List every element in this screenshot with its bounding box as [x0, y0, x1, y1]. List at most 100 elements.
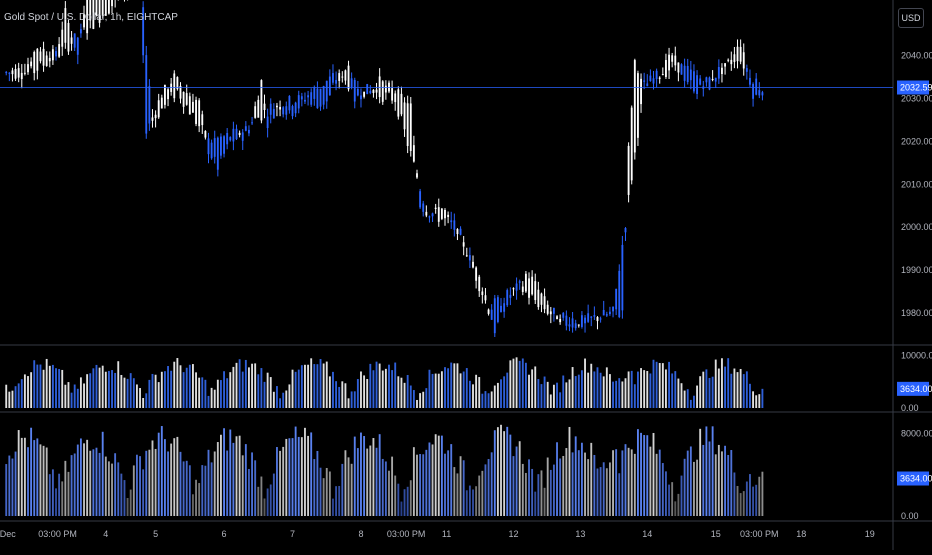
volume-bar: [151, 373, 154, 408]
volume-gradient-bar: [83, 443, 85, 516]
volume-bar: [139, 388, 141, 408]
volume-bar: [596, 367, 599, 408]
candle-body: [338, 73, 341, 81]
candle-body: [55, 51, 57, 57]
volume-bar: [503, 376, 506, 408]
candle-body: [559, 318, 562, 323]
volume-bar: [366, 379, 369, 408]
volume-bar: [14, 386, 17, 408]
volume-gradient-bar: [328, 471, 331, 516]
time-tick-label: 12: [508, 529, 518, 539]
candle-body: [646, 83, 649, 87]
volume-bar: [220, 380, 222, 408]
volume-gradient-bar: [683, 458, 686, 516]
volume-bar: [724, 366, 727, 408]
candles-layer: [5, 0, 764, 337]
volume-gradient-bar: [173, 438, 176, 516]
candle-body: [328, 76, 331, 96]
volume-bar: [549, 394, 552, 408]
volume-gradient-bar: [711, 426, 714, 516]
candle-body: [450, 220, 453, 223]
volume-bar: [363, 375, 366, 408]
candle-body: [384, 85, 387, 93]
volume-bar: [229, 372, 232, 408]
volume-gradient-bar: [104, 456, 107, 516]
candle-body: [363, 91, 366, 97]
volume-bar: [745, 371, 748, 408]
volume-gradient-bar: [608, 462, 611, 516]
volume-bar: [509, 360, 512, 408]
volume-gradient-bar: [316, 450, 319, 516]
volume-gradient-bar: [500, 424, 502, 516]
volume-bar: [356, 379, 359, 408]
volume-bar: [661, 363, 664, 408]
volume-gradient-bar: [353, 436, 356, 516]
volume-gradient-bar: [640, 432, 642, 516]
volume-bar: [294, 371, 297, 408]
candle-body: [640, 78, 642, 105]
volume-bar: [388, 364, 390, 408]
candle-body: [633, 60, 636, 153]
volume-bar: [98, 367, 101, 408]
volume-bar: [201, 377, 204, 408]
candle-body: [229, 137, 232, 141]
volume-bar: [428, 369, 431, 408]
volume-gradient-bar: [14, 451, 17, 516]
volume-bar: [176, 358, 179, 408]
volume-gradient-bar: [397, 483, 400, 516]
candle-body: [556, 316, 558, 320]
volume-bar: [733, 368, 736, 408]
volume-bar: [453, 363, 456, 408]
volume-gradient-bar: [120, 473, 123, 516]
candle-body: [350, 78, 353, 87]
volume-gradient-bar: [391, 456, 394, 516]
candle-body: [5, 72, 8, 74]
volume-gradient-bar: [705, 426, 708, 516]
candle-body: [503, 303, 506, 312]
volume-bar: [434, 373, 437, 408]
candle-body: [369, 90, 372, 94]
volume-bar: [241, 371, 244, 408]
volume-gradient-bar: [20, 437, 23, 516]
volume-bar: [213, 389, 216, 408]
volume-bar: [512, 358, 515, 408]
candle-body: [699, 78, 702, 85]
candle-body: [36, 48, 39, 71]
candle-body: [412, 145, 415, 162]
candle-body: [27, 64, 29, 73]
volume-gradient-bar: [509, 434, 512, 516]
volume-bar: [565, 382, 568, 408]
volume-bar: [36, 364, 39, 408]
candle-body: [416, 173, 418, 178]
volume-bar: [406, 375, 409, 408]
volume-gradient-bar: [251, 452, 253, 516]
candle-body: [680, 64, 683, 75]
candle-body: [145, 55, 148, 134]
candle-body: [304, 99, 306, 102]
candle-body: [549, 311, 552, 315]
candle-body: [661, 74, 664, 76]
volume-bar: [375, 361, 378, 408]
candle-body: [67, 22, 70, 52]
volume-bar: [325, 361, 328, 408]
volume-bar: [279, 398, 282, 408]
candle-body: [207, 138, 210, 155]
candle-body: [447, 214, 450, 217]
volume-bar: [708, 377, 711, 408]
volume-gradient-bar: [503, 431, 506, 516]
candle-body: [643, 80, 646, 82]
candle-body: [167, 89, 169, 100]
volume-bar: [67, 382, 70, 408]
volume-bar: [577, 374, 580, 408]
candle-body: [297, 95, 300, 109]
volume-bar: [300, 365, 303, 408]
volume-bar: [319, 359, 322, 408]
candle-body: [733, 54, 736, 62]
volume-gradient-bar: [674, 501, 677, 516]
currency-button[interactable]: USD: [898, 8, 924, 28]
volume-bar: [353, 391, 356, 408]
candle-body: [204, 130, 207, 138]
candle-body: [608, 311, 611, 315]
